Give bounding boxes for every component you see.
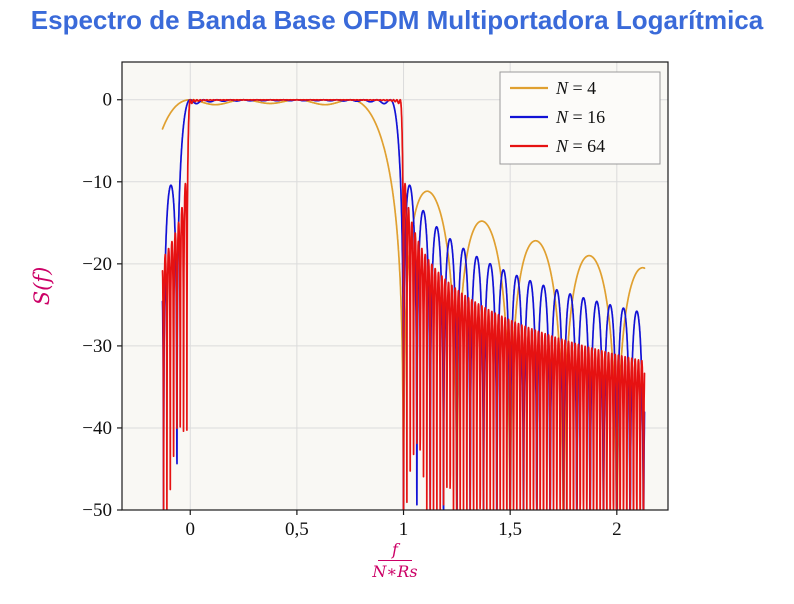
y-tick-label: −50 <box>82 500 112 521</box>
page-title: Espectro de Banda Base OFDM Multiportado… <box>30 5 764 35</box>
x-axis-fraction-denominator: N∗Rs <box>372 562 418 582</box>
x-axis-label: f N∗Rs <box>122 540 668 581</box>
series-line-N-64 <box>161 98 646 510</box>
x-axis-fraction: f N∗Rs <box>372 540 417 581</box>
x-tick-label: 2 <box>612 519 622 540</box>
x-tick-label: 1,5 <box>498 519 522 540</box>
y-tick-label: 0 <box>103 90 113 111</box>
y-axis-label-text: S(f) <box>30 266 54 306</box>
y-tick-label: −40 <box>82 418 112 439</box>
y-tick-label: −30 <box>82 336 112 357</box>
y-tick-label: −20 <box>82 254 112 275</box>
legend-label: N = 64 <box>555 136 605 156</box>
legend-label: N = 4 <box>555 78 596 98</box>
y-tick-label: −10 <box>82 172 112 193</box>
y-tick-labels: 0 −10 −20 −30 −40 −50 <box>82 90 112 521</box>
x-tick-label: 0,5 <box>285 519 309 540</box>
legend-label: N = 16 <box>555 107 605 127</box>
plot-frame <box>121 61 669 511</box>
x-tick-label: 1 <box>399 519 409 540</box>
y-axis-label: S(f) <box>30 267 54 306</box>
x-axis-fraction-numerator: f <box>378 540 412 562</box>
legend: N = 4 N = 16 N = 64 <box>499 71 661 165</box>
x-tick-labels: 0 0,5 1 1,5 2 <box>186 519 622 540</box>
x-tick-label: 0 <box>186 519 196 540</box>
tick-marks <box>117 99 618 515</box>
series-curves <box>161 98 646 510</box>
